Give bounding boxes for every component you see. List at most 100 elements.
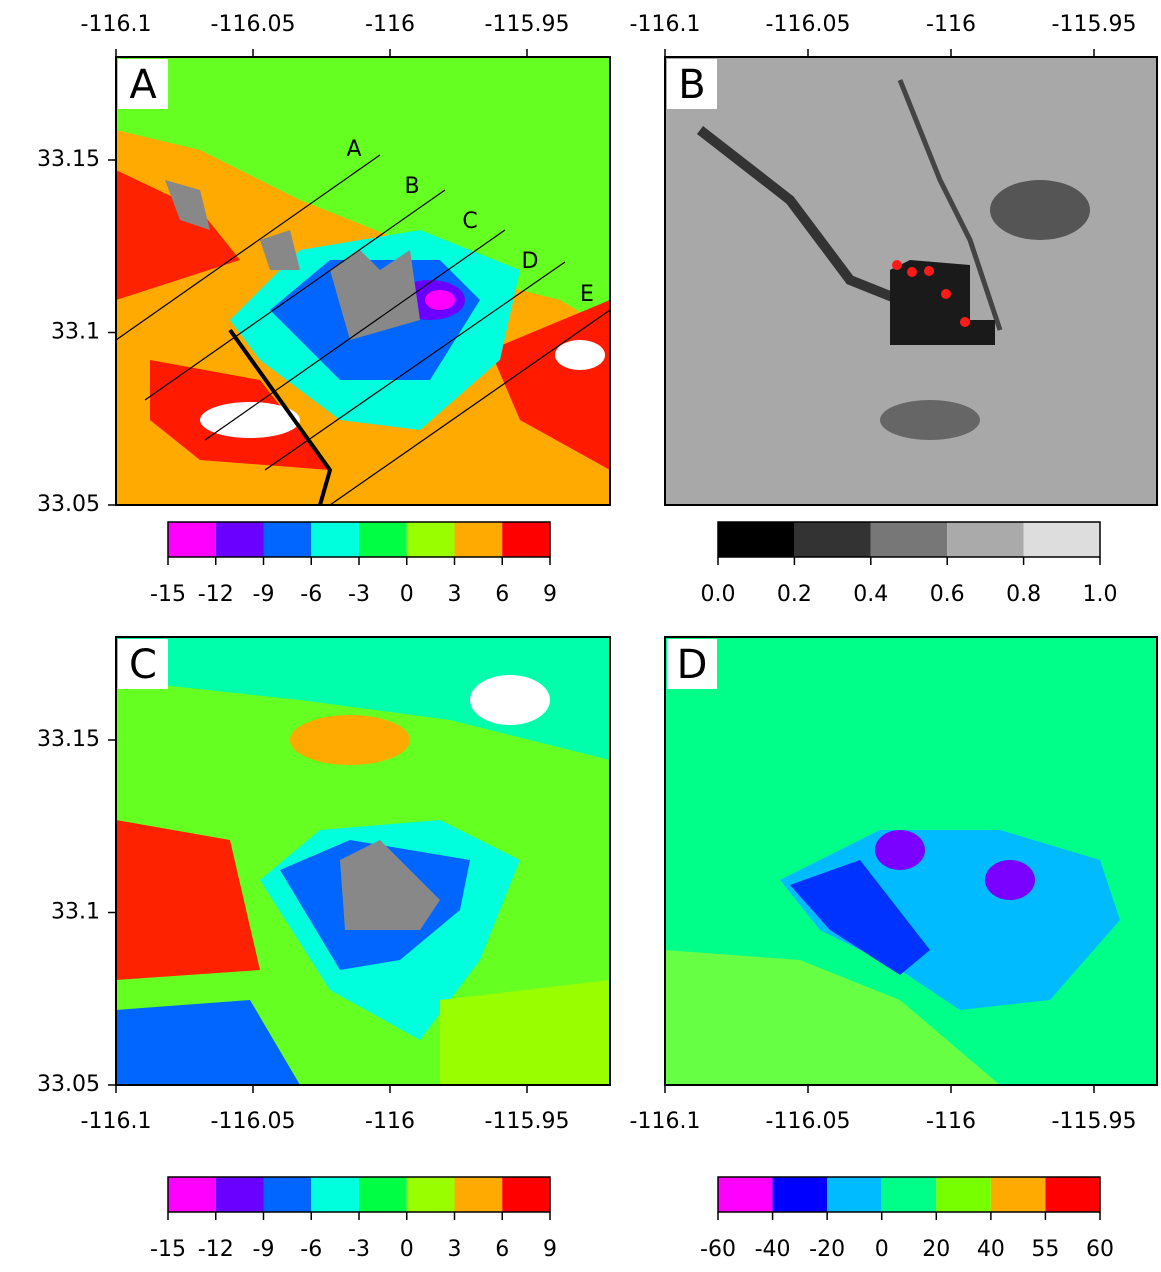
colorbar-swatch <box>870 522 948 557</box>
colorbar-swatch <box>215 522 264 557</box>
colorbar-swatch <box>168 1177 216 1212</box>
map-c <box>116 637 610 1085</box>
profile-label: C <box>462 209 477 234</box>
colorbar-label: -60 <box>700 1237 736 1262</box>
y-tick-label: 33.05 <box>37 492 100 517</box>
colorbar-label: 1.0 <box>1083 582 1118 607</box>
colorbar-swatch <box>718 522 795 557</box>
profile-label: E <box>580 282 594 307</box>
x-tick-label: -116.05 <box>211 12 296 37</box>
colorbar-swatch <box>1045 1177 1100 1212</box>
colorbar-label: 6 <box>495 582 509 607</box>
profile-label: A <box>346 137 361 162</box>
colorbar-swatch <box>406 1177 455 1212</box>
colorbar-swatch <box>311 522 359 557</box>
colorbar-label: 0 <box>400 582 414 607</box>
colorbar-label: 0 <box>400 1237 414 1262</box>
colorbar-label: -12 <box>198 1237 234 1262</box>
x-tick-label: -116.1 <box>81 1109 152 1134</box>
x-tick-label: -115.95 <box>485 12 570 37</box>
x-tick-label: -116 <box>926 12 976 37</box>
y-tick-label: 33.1 <box>51 900 100 925</box>
x-tick-label: -116 <box>926 1109 976 1134</box>
colorbar-swatch <box>718 1177 773 1212</box>
colorbar-swatch <box>168 522 216 557</box>
panel-label: A <box>129 62 157 108</box>
colorbar-label: 0.4 <box>853 582 888 607</box>
colorbar-swatch <box>454 522 503 557</box>
y-tick-label: 33.05 <box>37 1072 100 1097</box>
colorbar-label: 9 <box>543 1237 557 1262</box>
colorbar-label: -6 <box>300 582 322 607</box>
panel-frames <box>115 56 1158 1086</box>
panel-label-box <box>118 639 168 689</box>
colorbar-label: -9 <box>253 1237 275 1262</box>
colorbar-swatch <box>263 1177 312 1212</box>
colorbar-swatch <box>990 1177 1046 1212</box>
colorbar-label: 0.0 <box>701 582 736 607</box>
colorbar-swatch <box>215 1177 264 1212</box>
x-tick-label: -116.1 <box>630 1109 701 1134</box>
x-tick-label: -116.1 <box>630 12 701 37</box>
colorbar-label: -15 <box>150 1237 186 1262</box>
panel-label: D <box>677 642 708 688</box>
profile-label: D <box>522 249 539 274</box>
colorbar-label: 3 <box>448 582 462 607</box>
colorbar-label: -20 <box>809 1237 845 1262</box>
colorbar-swatch <box>936 1177 991 1212</box>
profile-label: B <box>404 174 419 199</box>
colorbar-label: 6 <box>495 1237 509 1262</box>
colorbar-swatch <box>502 1177 550 1212</box>
colorbar-swatch <box>406 522 455 557</box>
colorbar-label: -3 <box>348 1237 370 1262</box>
x-tick-label: -115.95 <box>1052 12 1137 37</box>
x-tick-label: -116.05 <box>211 1109 296 1134</box>
colorbar-label: -12 <box>198 582 234 607</box>
colorbar-label: 20 <box>922 1237 950 1262</box>
y-tick-label: 33.15 <box>37 727 100 752</box>
colorbar-swatch <box>1023 522 1100 557</box>
panel-label-box <box>667 59 717 109</box>
colorbar-label: -15 <box>150 582 186 607</box>
colorbar-label: 40 <box>977 1237 1005 1262</box>
colorbar-swatch <box>502 522 550 557</box>
panel-label: C <box>129 642 157 688</box>
colorbar-label: 0.6 <box>930 582 965 607</box>
colorbar-label: 0.2 <box>777 582 812 607</box>
colorbar-swatch <box>263 522 312 557</box>
colorbar-label: -9 <box>253 582 275 607</box>
x-tick-label: -116.05 <box>766 1109 851 1134</box>
colorbar-swatch <box>454 1177 503 1212</box>
colorbar-label: 0.8 <box>1006 582 1041 607</box>
colorbar-swatch <box>827 1177 882 1212</box>
map-a <box>116 57 610 505</box>
colorbar-label: 0 <box>875 1237 889 1262</box>
colorbar-swatch <box>881 1177 937 1212</box>
x-tick-label: -116.1 <box>81 12 152 37</box>
panel-label-box <box>667 639 717 689</box>
x-tick-label: -116 <box>365 1109 415 1134</box>
colorbar-label: 55 <box>1031 1237 1059 1262</box>
x-tick-label: -115.95 <box>1052 1109 1137 1134</box>
colorbar-label: 3 <box>448 1237 462 1262</box>
colorbar-swatch <box>947 522 1024 557</box>
x-tick-label: -116 <box>365 12 415 37</box>
colorbar-label: -3 <box>348 582 370 607</box>
colorbar-swatch <box>311 1177 359 1212</box>
map-d <box>665 637 1157 1085</box>
colorbar-frame <box>717 521 1101 558</box>
x-tick-label: -116.05 <box>766 12 851 37</box>
colorbar-swatch <box>772 1177 828 1212</box>
x-tick-label: -115.95 <box>485 1109 570 1134</box>
colorbar-frame <box>717 1176 1101 1213</box>
colorbar-label: 60 <box>1086 1237 1114 1262</box>
map-b <box>665 57 1157 505</box>
y-tick-label: 33.15 <box>37 147 100 172</box>
panel-label-box <box>118 59 168 109</box>
y-tick-label: 33.1 <box>51 320 100 345</box>
colorbar-label: -40 <box>755 1237 791 1262</box>
panel-label: B <box>678 62 705 108</box>
colorbar-label: -6 <box>300 1237 322 1262</box>
colorbar-label: 9 <box>543 582 557 607</box>
